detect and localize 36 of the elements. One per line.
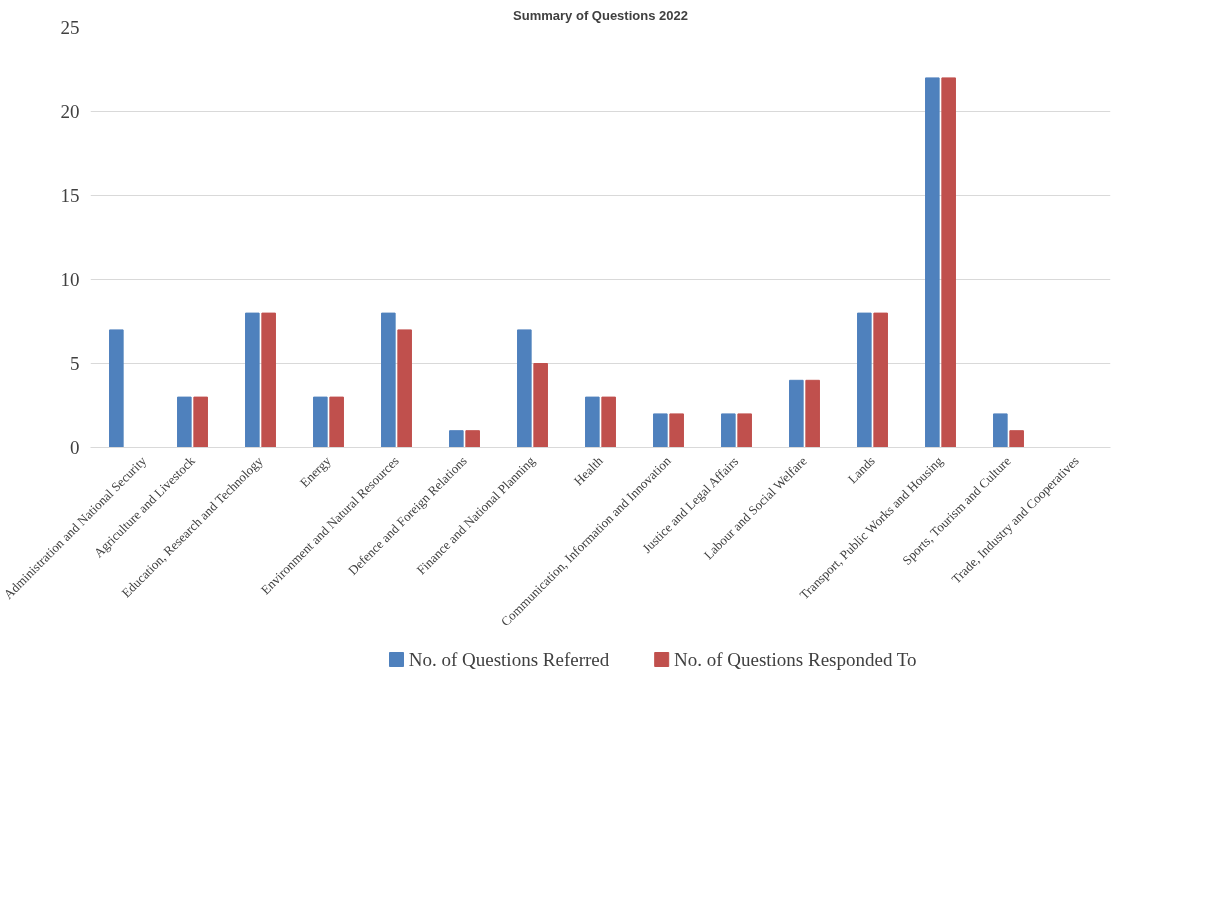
bar [449,430,464,448]
bar [873,312,888,448]
y-tick-label: 20 [60,101,80,122]
bar [109,329,124,448]
bar [329,396,344,448]
bar [381,312,396,448]
y-tick-label: 15 [60,185,80,206]
bar [1009,430,1024,448]
y-tick-label: 10 [60,269,80,290]
bar [857,312,872,448]
bar [789,379,804,448]
bar [517,329,532,448]
bar [245,312,260,448]
bar [313,396,328,448]
bar [653,413,668,448]
bar [261,312,276,448]
bar [465,430,480,448]
bar [925,77,940,448]
bar [397,329,412,448]
bar [993,413,1008,448]
bar [669,413,684,448]
legend-label: No. of Questions Responded To [673,649,917,670]
bar [601,396,616,448]
bar [533,363,548,448]
bar [585,396,600,448]
y-tick-label: 5 [70,353,80,374]
y-tick-label: 25 [60,17,80,38]
bar [193,396,208,448]
legend-label: No. of Questions Referred [408,649,610,670]
chart-title: Summary of Questions 2022 [513,7,688,23]
bar [721,413,736,448]
bar [941,77,956,448]
bar [737,413,752,448]
y-tick-label: 0 [70,437,80,458]
bar [177,396,192,448]
bar [805,379,820,448]
